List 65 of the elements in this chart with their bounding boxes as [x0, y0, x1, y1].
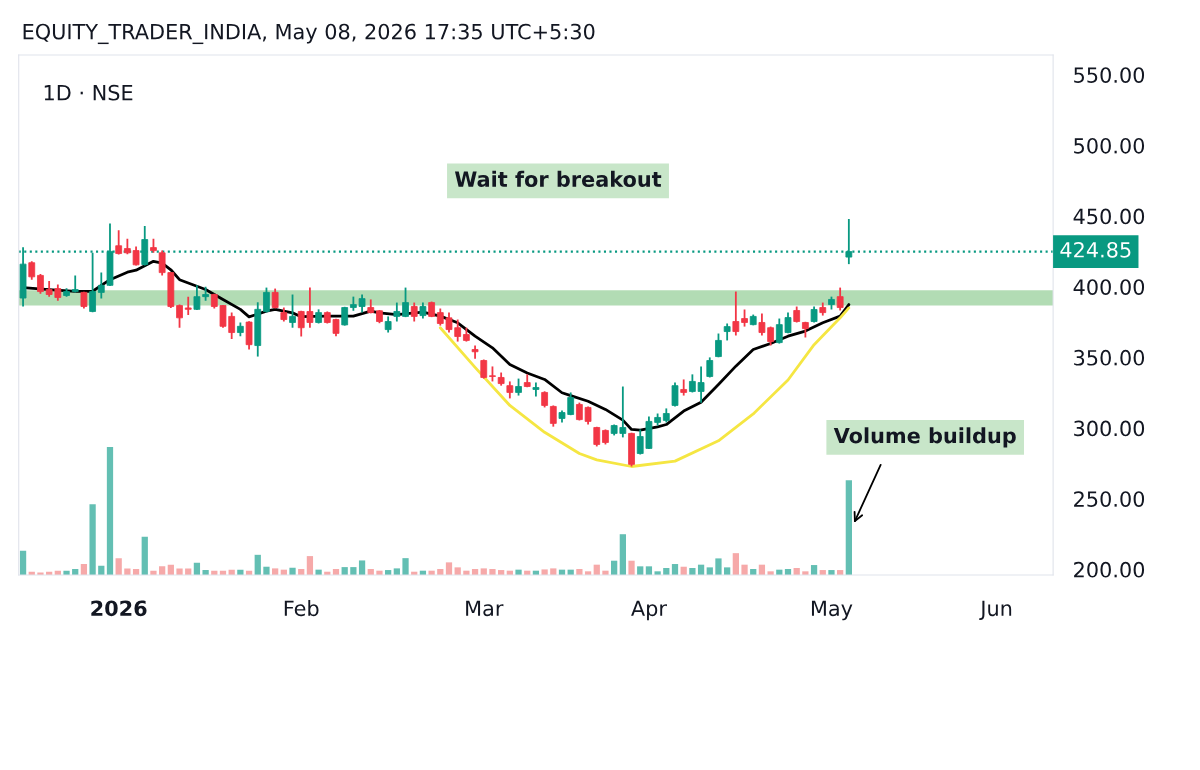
ref-line-label: 424.85 [1060, 241, 1131, 258]
bar [445, 562, 453, 576]
annotation: Wait for breakout [454, 170, 662, 187]
bar [619, 534, 626, 576]
bar [106, 447, 114, 576]
bar [741, 564, 748, 576]
bar [628, 560, 635, 576]
bar [654, 571, 661, 576]
candlestick [37, 273, 44, 295]
candlestick [28, 260, 36, 281]
bar [289, 567, 296, 576]
bar [141, 536, 148, 576]
y-tick-label: 350.00 [1074, 349, 1145, 366]
candlestick [184, 295, 192, 316]
x-tick-label: 2026 [91, 600, 147, 617]
candlestick [263, 286, 270, 314]
candlestick [732, 290, 740, 337]
candlestick [245, 320, 253, 351]
y-tick-label: 300.00 [1074, 420, 1145, 437]
x-tick-label: Feb [284, 600, 319, 617]
x-tick-label: Mar [466, 600, 504, 617]
bar [176, 568, 183, 576]
chart-title: EQUITY_TRADER_INDIA, May 08, 2026 17:35 UTC+5:30 [23, 23, 595, 45]
bar [115, 558, 122, 576]
candlestick [289, 293, 296, 329]
bar [202, 570, 209, 576]
bar [254, 554, 261, 576]
annotation: Volume buildup [833, 427, 1016, 448]
y-tick-label: 400.00 [1073, 279, 1145, 295]
text: 1D · NSE [44, 84, 133, 101]
candlestick [680, 378, 688, 397]
bar [576, 569, 583, 576]
bar [828, 570, 835, 576]
candlestick [836, 286, 844, 312]
y-tick-label: 550.00 [1074, 67, 1145, 83]
candlestick [271, 287, 279, 310]
y-tick-label: 500.00 [1074, 137, 1145, 154]
bar [306, 556, 314, 576]
candlestick [410, 301, 418, 323]
bar [19, 550, 27, 576]
candlestick [402, 286, 409, 319]
y-tick-label: 250.00 [1074, 491, 1145, 507]
candlestick [115, 229, 123, 256]
x-tick-label: May [811, 600, 853, 621]
candlestick [549, 404, 557, 428]
bar [350, 567, 357, 576]
x-tick-label: Jun [979, 600, 1012, 621]
bar [845, 480, 852, 576]
bar [89, 504, 96, 576]
bar [358, 560, 366, 576]
bar [263, 566, 270, 576]
bar [402, 558, 409, 576]
bar [767, 571, 774, 576]
bar [541, 569, 548, 576]
candlestick [393, 301, 401, 323]
bar [715, 558, 722, 576]
bar [489, 569, 496, 576]
candlestick [71, 274, 79, 294]
y-tick-label: 450.00 [1073, 208, 1145, 225]
x-tick-label: Apr [631, 600, 667, 621]
bar [124, 568, 131, 576]
bar [689, 568, 696, 576]
bar [802, 571, 809, 576]
bar [732, 553, 739, 576]
y-tick-label: 200.00 [1074, 561, 1145, 578]
